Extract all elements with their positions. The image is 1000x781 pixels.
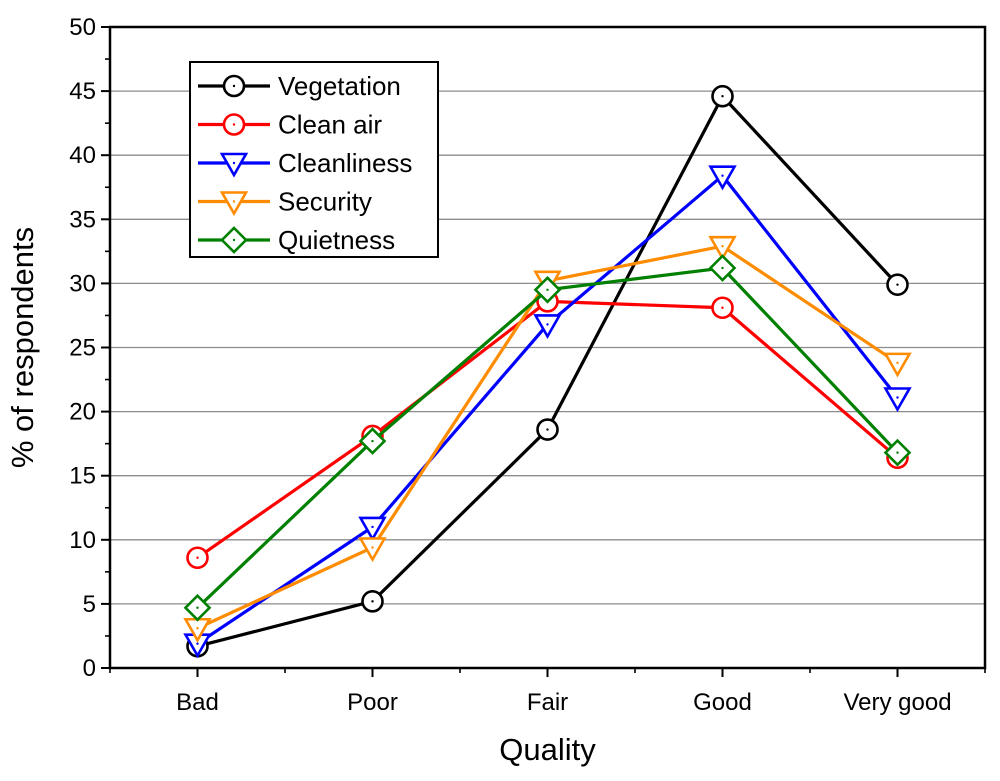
- data-point-cleanliness: [533, 314, 562, 340]
- data-point-security-center-dot: [896, 361, 899, 365]
- data-point-cleanliness-center-dot: [896, 396, 899, 399]
- data-point-vegetation-center-dot: [371, 600, 374, 603]
- x-axis-title: Quality: [499, 732, 596, 767]
- data-point-quietness-center-dot: [546, 288, 549, 292]
- data-point-clean-air-center-dot: [721, 306, 724, 309]
- series-cleanliness: [183, 165, 912, 659]
- data-point-cleanliness-center-dot: [196, 642, 199, 645]
- x-tick-label: Bad: [176, 689, 219, 716]
- y-tick-label: 10: [69, 527, 96, 554]
- data-point-security: [708, 235, 737, 261]
- data-point-vegetation-center-dot: [721, 95, 724, 98]
- legend-label: Cleanliness: [278, 148, 412, 178]
- y-tick-label: 30: [69, 270, 96, 297]
- y-tick-label: 50: [69, 14, 96, 41]
- data-point-clean-air-center-dot: [196, 556, 199, 559]
- y-tick-label: 20: [69, 399, 96, 426]
- y-tick-label: 45: [69, 78, 96, 105]
- y-tick-label: 25: [69, 335, 96, 362]
- legend: Vegetation Clean air Cleanliness Security Qu…: [189, 61, 439, 258]
- data-point-quietness-center-dot: [371, 439, 374, 443]
- data-point-vegetation-center-dot: [546, 428, 549, 431]
- y-axis-title: % of respondents: [5, 227, 40, 468]
- data-point-security: [358, 537, 387, 563]
- data-point-vegetation-center-dot: [896, 283, 899, 286]
- legend-marker-security-center-dot: [232, 200, 236, 203]
- data-point-cleanliness-center-dot: [546, 323, 549, 326]
- data-point-security-center-dot: [371, 546, 374, 549]
- legend-item-vegetation: Vegetation: [198, 71, 401, 101]
- legend-marker-cleanliness: [219, 152, 249, 178]
- data-point-quietness-center-dot: [896, 451, 899, 454]
- legend-label: Quietness: [278, 225, 395, 255]
- legend-marker-clean-air-center-dot: [232, 123, 236, 126]
- axes: 0 5 10 15 20 25 30 35 40 45 50 Bad Poor Fair Good Very …: [69, 14, 986, 716]
- y-tick-label: 0: [83, 655, 96, 682]
- legend-label: Clean air: [278, 110, 382, 140]
- series-layer: [183, 84, 912, 659]
- x-tick-label: Very good: [843, 689, 951, 716]
- y-tick-label: 40: [69, 142, 96, 169]
- x-tick-label: Poor: [347, 689, 398, 716]
- legend-marker-vegetation-center-dot: [232, 84, 236, 88]
- legend-item-cleanliness: Cleanliness: [198, 148, 412, 178]
- data-point-cleanliness-center-dot: [371, 525, 374, 529]
- data-point-quietness-center-dot: [721, 266, 724, 270]
- y-tick-label: 15: [69, 463, 96, 490]
- y-tick-label: 35: [69, 206, 96, 233]
- x-tick-label: Good: [693, 689, 752, 716]
- data-point-security-center-dot: [721, 245, 724, 248]
- data-point-security: [883, 352, 912, 378]
- legend-item-security: Security: [198, 187, 372, 217]
- legend-marker-quietness-center-dot: [232, 238, 236, 242]
- y-tick-label: 5: [83, 591, 96, 618]
- legend-marker-security: [219, 191, 249, 217]
- series-quietness: [183, 254, 912, 622]
- data-point-security-center-dot: [196, 627, 199, 630]
- legend-marker-cleanliness-center-dot: [232, 161, 236, 165]
- legend-item-quietness: Quietness: [198, 225, 395, 255]
- legend-label: Vegetation: [278, 71, 401, 101]
- legend-item-clean-air: Clean air: [198, 110, 382, 140]
- x-tick-label: Fair: [527, 689, 568, 716]
- data-point-cleanliness: [358, 516, 387, 542]
- data-point-cleanliness-center-dot: [721, 174, 724, 177]
- data-point-quietness-center-dot: [196, 606, 199, 609]
- legend-label: Security: [278, 187, 372, 217]
- data-point-cleanliness: [883, 387, 912, 413]
- data-point-cleanliness: [708, 165, 737, 191]
